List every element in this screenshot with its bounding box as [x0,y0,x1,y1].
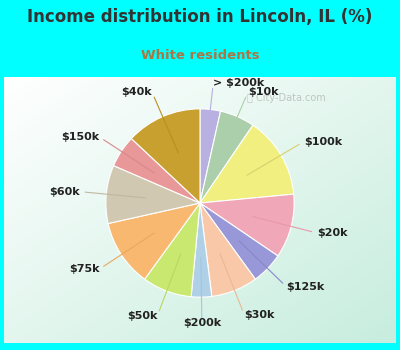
Wedge shape [200,203,278,279]
Text: Income distribution in Lincoln, IL (%): Income distribution in Lincoln, IL (%) [27,8,373,26]
Wedge shape [200,194,294,256]
Text: $200k: $200k [183,318,221,329]
Text: $10k: $10k [248,88,278,97]
Text: $75k: $75k [69,264,99,274]
Wedge shape [145,203,200,297]
Wedge shape [131,109,200,203]
Text: $150k: $150k [61,132,99,142]
Wedge shape [200,109,220,203]
Text: $20k: $20k [317,228,347,238]
Text: ⓘ City-Data.com: ⓘ City-Data.com [247,93,326,103]
Wedge shape [200,203,255,296]
Text: $125k: $125k [286,282,325,292]
Wedge shape [200,111,253,203]
Text: $100k: $100k [304,136,342,147]
Text: White residents: White residents [141,49,259,62]
Text: $50k: $50k [127,311,158,321]
Text: $40k: $40k [122,88,152,97]
Wedge shape [114,139,200,203]
Text: $60k: $60k [50,187,80,197]
Wedge shape [106,166,200,224]
Wedge shape [108,203,200,279]
Text: $30k: $30k [244,310,275,320]
Text: > $200k: > $200k [213,78,264,88]
Wedge shape [200,125,294,203]
Wedge shape [191,203,212,297]
